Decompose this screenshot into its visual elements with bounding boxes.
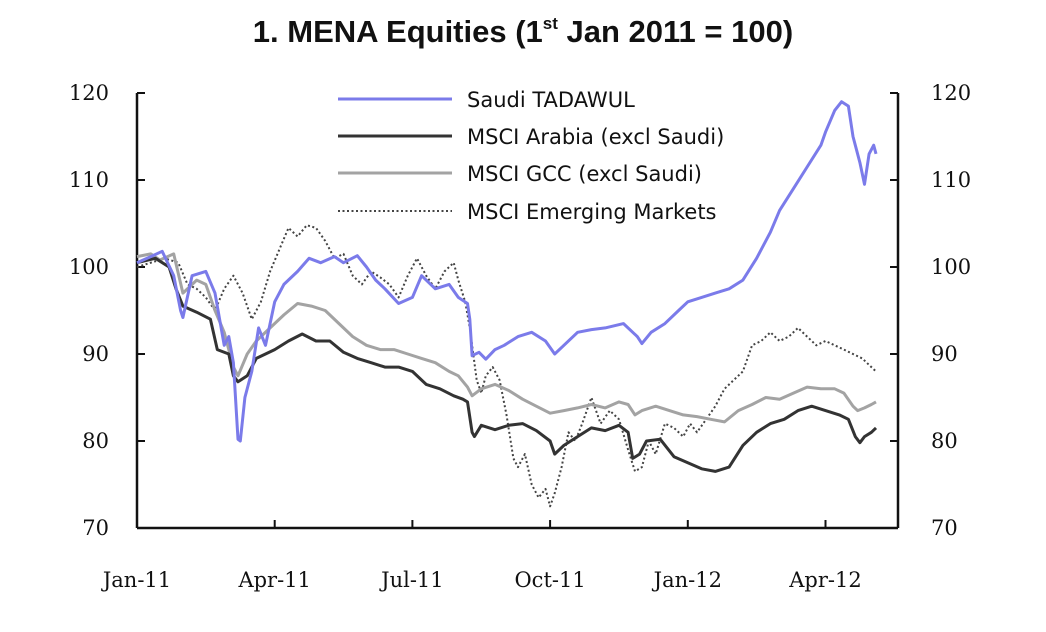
x-tick-label: Jan-12 (652, 568, 722, 592)
right-y-tick-label: 70 (931, 516, 958, 540)
right-y-tick-label: 100 (931, 255, 971, 279)
left-y-tick-label: 70 (82, 516, 109, 540)
left-y-tick-label: 80 (82, 429, 109, 453)
legend-label: MSCI GCC (excl Saudi) (467, 162, 702, 186)
x-tick-label: Jul-11 (379, 568, 443, 592)
title-superscript: st (542, 13, 558, 33)
series-line-msci-arabia-excl-saudi (136, 256, 878, 473)
series-line-msci-emerging-markets (136, 224, 877, 508)
left-y-tick-label: 90 (82, 342, 109, 366)
right-y-tick-label: 120 (931, 81, 971, 105)
left-y-tick-label: 100 (69, 255, 109, 279)
x-tick-label: Oct-11 (514, 568, 585, 592)
title-main: MENA Equities (1 (287, 14, 543, 49)
right-y-tick-label: 80 (931, 429, 958, 453)
x-tick-label: Apr-11 (237, 568, 310, 592)
right-y-tick-label: 90 (931, 342, 958, 366)
left-y-tick-label: 120 (69, 81, 109, 105)
legend-label: MSCI Arabia (excl Saudi) (467, 125, 724, 149)
chart-title: 1. MENA Equities (1st Jan 2011 = 100) (0, 14, 1046, 50)
title-number: 1. (252, 14, 279, 49)
legend-label: Saudi TADAWUL (467, 88, 635, 112)
x-tick-label: Apr-12 (788, 568, 861, 592)
legend-label: MSCI Emerging Markets (467, 200, 717, 224)
x-tick-label: Jan-11 (101, 568, 171, 592)
series-line-msci-gcc-excl-saudi (136, 252, 877, 424)
left-y-tick-label: 110 (69, 168, 109, 192)
right-y-tick-label: 110 (931, 168, 971, 192)
series-line-saudi-tadawul (136, 100, 878, 443)
title-rest: Jan 2011 = 100) (557, 14, 794, 49)
